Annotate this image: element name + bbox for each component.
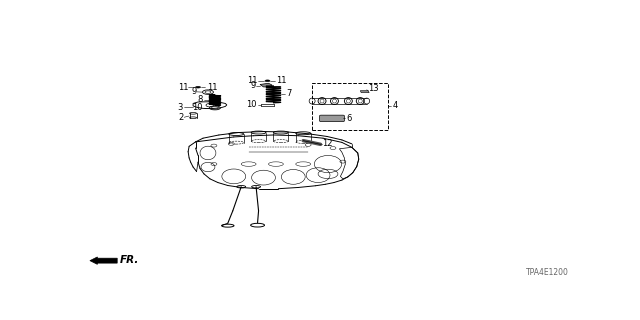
Bar: [312, 83, 388, 130]
FancyBboxPatch shape: [319, 115, 344, 122]
Text: 9: 9: [191, 87, 196, 96]
Text: 11: 11: [207, 83, 218, 92]
Text: 7: 7: [286, 89, 291, 98]
Ellipse shape: [265, 80, 270, 82]
Text: 10: 10: [192, 103, 202, 112]
Polygon shape: [360, 91, 369, 93]
Text: FR.: FR.: [120, 255, 139, 265]
Text: 4: 4: [392, 101, 397, 110]
Polygon shape: [260, 83, 272, 87]
Text: 11: 11: [276, 76, 287, 85]
Text: 11: 11: [247, 76, 257, 85]
Text: 9: 9: [250, 81, 255, 90]
Text: 10: 10: [246, 100, 257, 109]
Text: TPA4E1200: TPA4E1200: [525, 268, 568, 277]
Text: 8: 8: [198, 95, 203, 105]
Ellipse shape: [196, 86, 200, 88]
Text: 2: 2: [178, 113, 183, 122]
Text: 6: 6: [347, 114, 352, 123]
Text: 11: 11: [178, 83, 188, 92]
Text: 12: 12: [322, 139, 333, 148]
Text: 13: 13: [368, 84, 378, 93]
Text: 3: 3: [178, 103, 183, 112]
FancyArrow shape: [90, 257, 117, 264]
